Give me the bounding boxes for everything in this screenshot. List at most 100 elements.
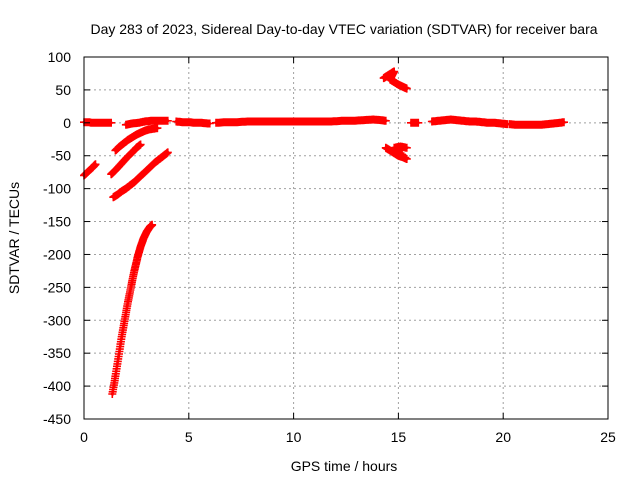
data-point xyxy=(143,120,147,123)
data-point xyxy=(120,189,124,193)
y-axis-ticks: -450 -400 -350 -300 -250 -200 -150 -100 -50 0 50 10… xyxy=(43,49,608,427)
data-point xyxy=(126,154,130,158)
data-point xyxy=(134,146,138,150)
data-point xyxy=(130,135,134,139)
plot-frame xyxy=(83,56,609,420)
data-point xyxy=(117,355,121,358)
data-point xyxy=(562,120,566,124)
data-point xyxy=(130,150,134,154)
data-point xyxy=(436,119,440,123)
data-point xyxy=(214,121,218,125)
data-point xyxy=(166,119,170,123)
data-point xyxy=(90,166,94,170)
data-point xyxy=(405,157,409,161)
data-point xyxy=(139,143,143,146)
series-arc-14 xyxy=(505,118,568,129)
series-arc-10 xyxy=(379,67,411,93)
data-point xyxy=(187,120,191,124)
data-point xyxy=(151,127,155,131)
series-arc-7 xyxy=(121,116,172,129)
series-arc-5 xyxy=(109,148,172,202)
data-point xyxy=(461,119,465,123)
data-point xyxy=(155,119,159,123)
data-point xyxy=(95,121,99,125)
data-point xyxy=(386,73,390,77)
data-point xyxy=(162,119,166,123)
data-point xyxy=(122,141,126,145)
data-point xyxy=(181,120,184,124)
data-point xyxy=(493,121,497,125)
data-point xyxy=(361,118,365,122)
data-point xyxy=(134,133,138,137)
data-point xyxy=(153,160,157,164)
series-arc-8 xyxy=(172,117,214,128)
series-arc-3 xyxy=(107,140,145,179)
data-point xyxy=(401,155,405,159)
data-point xyxy=(109,172,113,176)
data-point xyxy=(413,121,417,125)
data-point xyxy=(443,118,446,122)
data-point xyxy=(118,145,122,148)
data-point xyxy=(155,126,159,130)
data-point xyxy=(116,193,119,197)
data-point xyxy=(392,146,396,150)
data-point xyxy=(132,180,136,184)
data-point xyxy=(382,76,386,80)
x-axis-label: GPS time / hours xyxy=(291,458,398,474)
data-point xyxy=(256,120,260,123)
data-point xyxy=(533,123,537,127)
series-arc-9 xyxy=(212,115,390,127)
y-tick-label: 0 xyxy=(63,115,71,131)
data-point xyxy=(123,317,127,321)
data-point xyxy=(388,149,392,152)
x-axis-ticks: 0 5 10 15 20 25 xyxy=(80,57,616,445)
data-point xyxy=(149,119,153,123)
data-point xyxy=(329,120,333,123)
x-tick-label: 20 xyxy=(495,429,511,445)
data-point xyxy=(399,145,402,148)
data-point xyxy=(174,120,178,123)
data-point xyxy=(409,121,413,125)
data-point xyxy=(166,150,170,154)
data-point xyxy=(109,121,113,125)
data-point xyxy=(208,122,212,125)
series-arc-11 xyxy=(381,142,411,163)
data-point xyxy=(113,149,117,152)
data-point xyxy=(147,127,151,131)
data-point xyxy=(124,187,128,191)
y-tick-label: -350 xyxy=(43,345,71,361)
data-point xyxy=(235,120,239,124)
data-point xyxy=(380,118,384,122)
data-point xyxy=(128,183,132,187)
data-point xyxy=(384,146,388,150)
data-point xyxy=(137,121,140,125)
y-tick-label: -200 xyxy=(43,246,71,262)
x-tick-label: 10 xyxy=(286,429,302,445)
data-point xyxy=(392,151,396,155)
data-point xyxy=(90,121,94,125)
data-point xyxy=(139,131,143,135)
data-point xyxy=(94,162,97,166)
x-tick-label: 0 xyxy=(80,429,88,445)
data-point xyxy=(206,122,210,125)
data-point xyxy=(388,77,392,81)
data-point xyxy=(162,154,166,158)
data-point xyxy=(340,119,344,123)
y-axis-label: SDTVAR / TECUs xyxy=(6,182,22,294)
data-point xyxy=(130,122,134,125)
data-point xyxy=(141,172,145,176)
data-point xyxy=(371,118,375,121)
data-point xyxy=(455,118,459,122)
data-point xyxy=(145,168,149,172)
data-point xyxy=(552,122,555,125)
series-arc-13 xyxy=(427,115,512,129)
y-tick-label: -250 xyxy=(43,279,71,295)
data-point xyxy=(132,269,136,273)
data-point xyxy=(449,118,453,121)
y-tick-label: -150 xyxy=(43,214,71,230)
data-point xyxy=(392,70,396,73)
data-point xyxy=(392,80,396,84)
data-point xyxy=(384,119,388,123)
